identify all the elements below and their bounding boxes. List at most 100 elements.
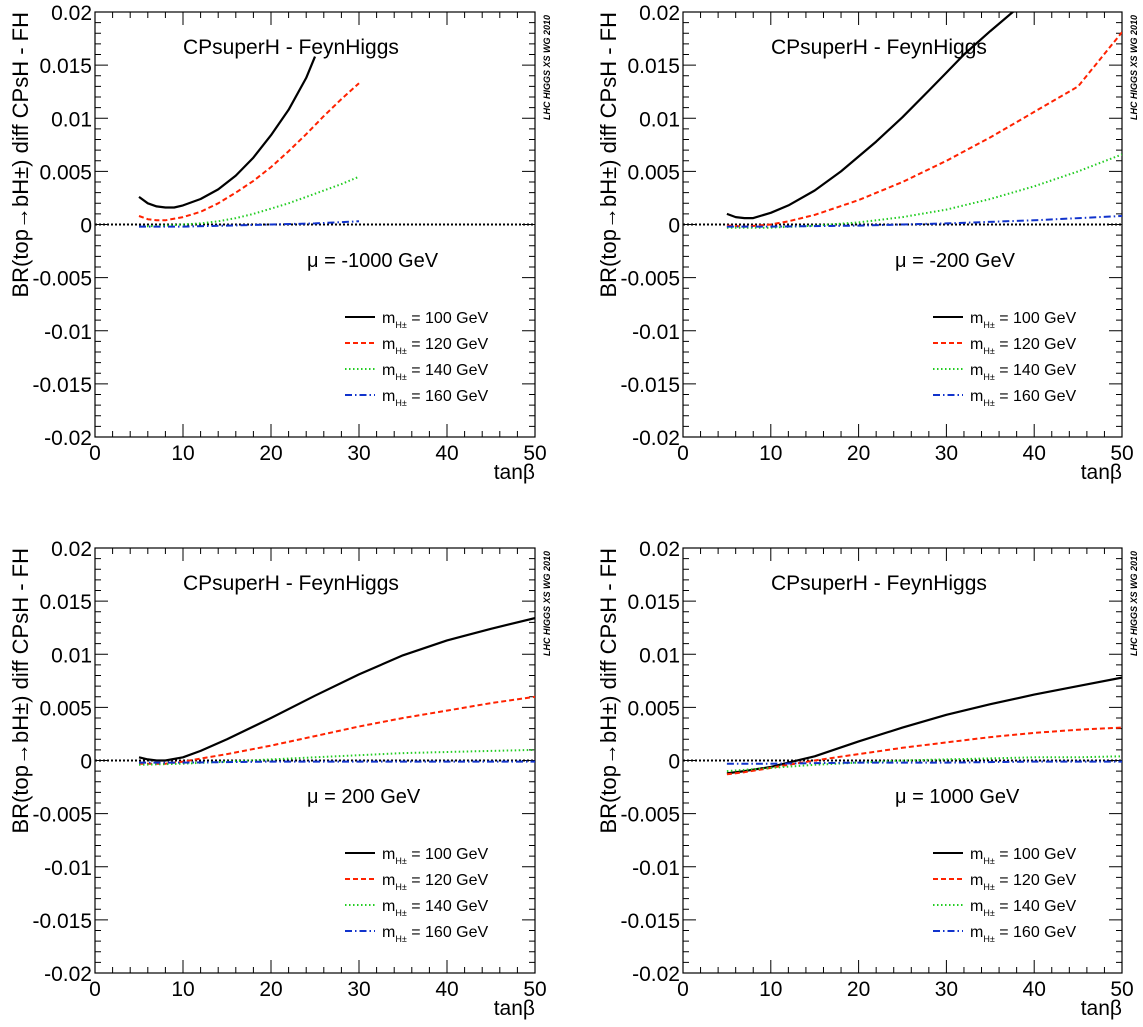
x-tick-label: 20 bbox=[259, 978, 282, 1001]
chart-panel-1: 0 10 20 30 40 50 -0.02 -0.015 -0.01 -0.005 0 0.005 0… bbox=[8, 2, 552, 484]
legend-label: mH± = 140 GeV bbox=[382, 898, 489, 918]
y-tick-label: -0.02 bbox=[44, 963, 92, 986]
y-tick-label: 0.005 bbox=[39, 161, 92, 184]
legend-label: mH± = 120 GeV bbox=[970, 872, 1077, 892]
chart-title: CPsuperH - FeynHiggs bbox=[771, 572, 987, 595]
y-tick-label: 0.015 bbox=[39, 55, 92, 78]
chart-panel-3: 0 10 20 30 40 50 -0.02 -0.015 -0.01 -0.005 0 0.005 0… bbox=[8, 538, 552, 1020]
y-tick-label: -0.005 bbox=[32, 804, 92, 827]
series-line-2 bbox=[139, 695, 535, 765]
y-tick-label: 0 bbox=[80, 751, 92, 774]
y-tick-label: 0 bbox=[80, 215, 92, 238]
legend-label: mH± = 100 GeV bbox=[970, 310, 1077, 330]
x-tick-label: 20 bbox=[847, 978, 870, 1001]
legend-label: mH± = 120 GeV bbox=[382, 872, 489, 892]
x-axis-label: tanβ bbox=[494, 997, 535, 1020]
y-tick-label: -0.015 bbox=[620, 910, 680, 933]
chart-title: CPsuperH - FeynHiggs bbox=[771, 36, 987, 59]
watermark-label: LHC HIGGS XS WG 2010 bbox=[542, 551, 552, 656]
x-tick-label: 10 bbox=[171, 442, 194, 465]
y-tick-label: -0.005 bbox=[620, 268, 680, 291]
x-tick-label: 0 bbox=[677, 978, 689, 1001]
x-tick-label: 20 bbox=[259, 442, 282, 465]
y-tick-label: -0.01 bbox=[44, 321, 92, 344]
series-line-4 bbox=[139, 760, 535, 764]
legend-label: mH± = 100 GeV bbox=[970, 846, 1077, 866]
y-tick-label: 0.015 bbox=[627, 55, 680, 78]
y-tick-label: -0.01 bbox=[44, 857, 92, 880]
x-tick-label: 50 bbox=[1110, 978, 1133, 1001]
series-line-1 bbox=[138, 56, 317, 209]
legend-label: mH± = 120 GeV bbox=[382, 336, 489, 356]
x-tick-label: 0 bbox=[89, 978, 101, 1001]
series-line-2 bbox=[138, 82, 360, 222]
mu-annotation: μ = -1000 GeV bbox=[307, 250, 439, 272]
y-tick-label: -0.02 bbox=[632, 963, 680, 986]
y-tick-label: -0.02 bbox=[632, 427, 680, 450]
x-tick-label: 50 bbox=[523, 978, 546, 1001]
x-tick-label: 30 bbox=[347, 978, 370, 1001]
chart-panel-4: 0 10 20 30 40 50 -0.02 -0.015 -0.01 -0.005 0 0.005 0… bbox=[596, 538, 1139, 1020]
chart-panel-2: 0 10 20 30 40 50 -0.02 -0.015 -0.01 -0.005 0 0.005 0… bbox=[596, 2, 1139, 484]
y-tick-label: 0.015 bbox=[39, 591, 92, 614]
series-line-3 bbox=[138, 175, 360, 228]
legend-label: mH± = 100 GeV bbox=[382, 846, 489, 866]
y-tick-label: -0.015 bbox=[620, 374, 680, 397]
x-tick-label: 50 bbox=[523, 442, 546, 465]
mu-annotation: μ = 1000 GeV bbox=[895, 786, 1020, 808]
y-tick-label: 0.005 bbox=[627, 697, 680, 720]
x-tick-label: 50 bbox=[1110, 442, 1133, 465]
y-tick-label: 0.01 bbox=[639, 644, 680, 667]
y-tick-label: 0 bbox=[668, 215, 680, 238]
y-tick-label: -0.01 bbox=[632, 857, 680, 880]
x-tick-label: 40 bbox=[435, 978, 458, 1001]
y-tick-label: 0.01 bbox=[51, 108, 92, 131]
x-axis-label: tanβ bbox=[494, 461, 535, 484]
series-line-2 bbox=[726, 31, 1122, 228]
x-tick-label: 30 bbox=[935, 978, 958, 1001]
legend-label: mH± = 140 GeV bbox=[970, 362, 1077, 382]
legend-label: mH± = 160 GeV bbox=[382, 388, 489, 408]
x-tick-label: 40 bbox=[435, 442, 458, 465]
y-tick-label: -0.015 bbox=[32, 910, 92, 933]
y-tick-label: 0.005 bbox=[39, 697, 92, 720]
y-axis-label: BR(top→bH±) diff CPsH - FH bbox=[596, 12, 621, 298]
x-tick-label: 20 bbox=[847, 442, 870, 465]
chart-title: CPsuperH - FeynHiggs bbox=[183, 36, 399, 59]
chart-title: CPsuperH - FeynHiggs bbox=[183, 572, 399, 595]
y-axis-label: BR(top→bH±) diff CPsH - FH bbox=[8, 548, 33, 834]
series-line-4 bbox=[726, 760, 1122, 765]
legend-label: mH± = 120 GeV bbox=[970, 336, 1077, 356]
x-tick-label: 40 bbox=[1023, 442, 1046, 465]
mu-annotation: μ = 200 GeV bbox=[307, 786, 421, 808]
x-axis-label: tanβ bbox=[1081, 461, 1122, 484]
legend-label: mH± = 140 GeV bbox=[970, 898, 1077, 918]
y-tick-label: 0.005 bbox=[627, 161, 680, 184]
x-tick-label: 30 bbox=[935, 442, 958, 465]
x-tick-label: 10 bbox=[759, 442, 782, 465]
legend-label: mH± = 160 GeV bbox=[970, 388, 1077, 408]
series-line-2 bbox=[726, 726, 1122, 776]
y-tick-label: -0.005 bbox=[620, 804, 680, 827]
x-tick-label: 10 bbox=[171, 978, 194, 1001]
series-line-1 bbox=[726, 12, 1015, 220]
mu-annotation: μ = -200 GeV bbox=[895, 250, 1016, 272]
legend-label: mH± = 100 GeV bbox=[382, 310, 489, 330]
series-line-1 bbox=[138, 617, 535, 762]
y-tick-label: 0.02 bbox=[639, 2, 680, 25]
y-tick-label: 0.015 bbox=[627, 591, 680, 614]
y-axis-label: BR(top→bH±) diff CPsH - FH bbox=[8, 12, 33, 298]
y-tick-label: 0 bbox=[668, 751, 680, 774]
legend-label: mH± = 160 GeV bbox=[382, 924, 489, 944]
y-tick-label: -0.015 bbox=[32, 374, 92, 397]
watermark-label: LHC HIGGS XS WG 2010 bbox=[1129, 15, 1139, 120]
y-tick-label: 0.02 bbox=[639, 538, 680, 561]
y-tick-label: 0.01 bbox=[639, 108, 680, 131]
series-line-1 bbox=[726, 676, 1122, 775]
x-tick-label: 10 bbox=[759, 978, 782, 1001]
y-tick-label: 0.02 bbox=[51, 538, 92, 561]
y-tick-label: 0.01 bbox=[51, 644, 92, 667]
x-tick-label: 0 bbox=[677, 442, 689, 465]
y-tick-label: -0.005 bbox=[32, 268, 92, 291]
